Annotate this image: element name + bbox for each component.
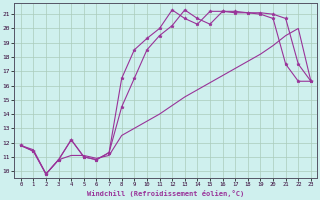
X-axis label: Windchill (Refroidissement éolien,°C): Windchill (Refroidissement éolien,°C)	[87, 190, 244, 197]
